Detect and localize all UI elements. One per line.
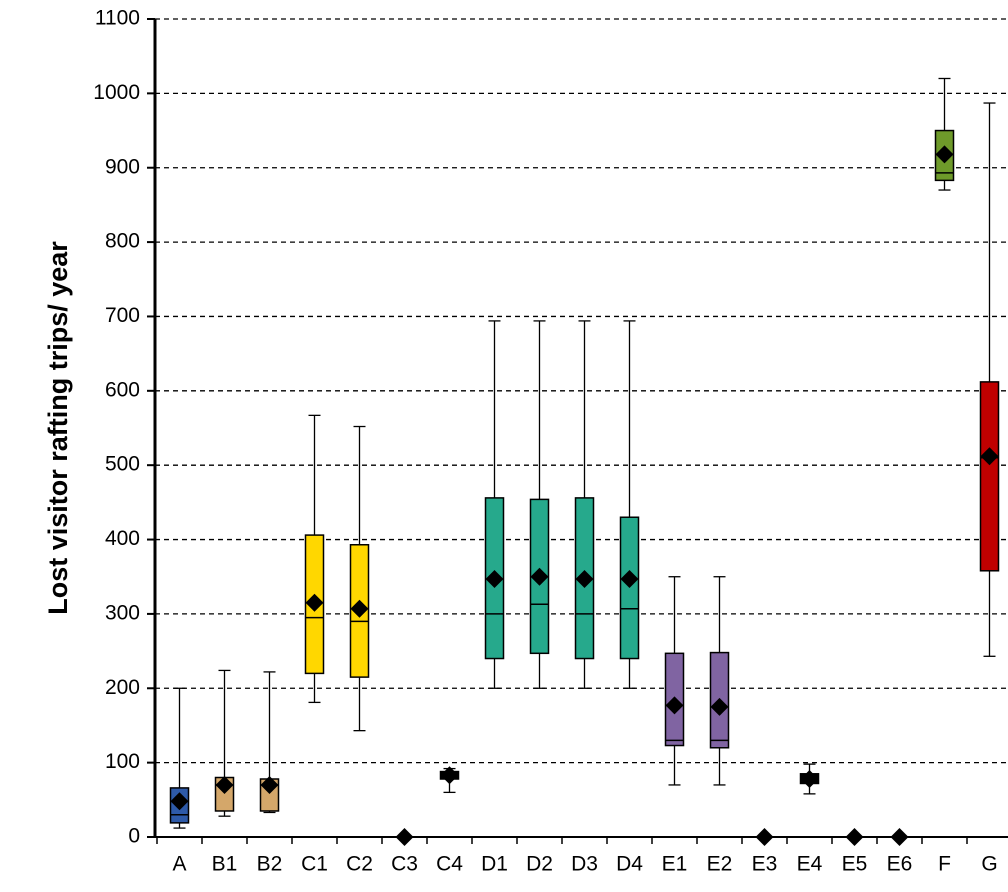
x-tick-label: B1 xyxy=(212,853,238,876)
y-axis-label: Lost visitor rafting trips/ year xyxy=(43,241,73,615)
y-tick-label: 1100 xyxy=(95,7,140,30)
y-tick-label: 700 xyxy=(105,304,140,327)
mean-marker xyxy=(845,828,864,846)
y-tick-label: 800 xyxy=(105,230,140,253)
y-tick-label: 200 xyxy=(105,676,140,699)
x-tick-label: C4 xyxy=(436,853,463,876)
x-tick-label: E4 xyxy=(797,853,823,876)
x-tick-label: G xyxy=(981,853,997,876)
y-tick-label: 300 xyxy=(105,601,140,624)
mean-marker xyxy=(710,697,729,716)
mean-marker xyxy=(440,766,459,785)
x-tick-label: C1 xyxy=(301,853,328,876)
mean-marker xyxy=(395,828,414,846)
x-tick-label: C3 xyxy=(391,853,418,876)
mean-marker xyxy=(665,696,684,715)
mean-marker xyxy=(890,828,909,846)
y-tick-label: 100 xyxy=(105,750,140,773)
y-tick-label: 500 xyxy=(105,453,140,476)
mean-marker xyxy=(305,593,324,612)
x-tick-label: E6 xyxy=(887,853,913,876)
mean-marker xyxy=(935,145,954,164)
x-tick-label: B2 xyxy=(257,853,283,876)
x-tick-label: D1 xyxy=(481,853,508,876)
mean-marker xyxy=(260,775,279,794)
y-tick-label: 0 xyxy=(128,825,140,848)
mean-marker xyxy=(980,447,999,466)
x-tick-label: D3 xyxy=(571,853,598,876)
x-tick-label: F xyxy=(938,853,951,876)
mean-marker xyxy=(350,599,369,618)
mean-marker xyxy=(215,775,234,794)
box xyxy=(979,381,1000,572)
x-tick-label: A xyxy=(172,853,186,876)
x-tick-label: C2 xyxy=(346,853,373,876)
y-tick-label: 900 xyxy=(105,155,140,178)
y-tick-label: 600 xyxy=(105,378,140,401)
mean-marker xyxy=(620,569,639,588)
mean-marker xyxy=(575,569,594,588)
x-tick-label: D2 xyxy=(526,853,553,876)
x-tick-label: E3 xyxy=(752,853,778,876)
x-tick-label: E2 xyxy=(707,853,733,876)
x-tick-label: D4 xyxy=(616,853,643,876)
y-tick-label: 400 xyxy=(105,527,140,550)
x-tick-label: E5 xyxy=(842,853,868,876)
mean-marker xyxy=(170,792,189,811)
x-tick-label: E1 xyxy=(662,853,688,876)
mean-marker xyxy=(485,569,504,588)
mean-marker xyxy=(800,769,819,788)
mean-marker xyxy=(530,567,549,586)
mean-marker xyxy=(755,828,774,846)
y-tick-label: 1000 xyxy=(93,81,140,104)
